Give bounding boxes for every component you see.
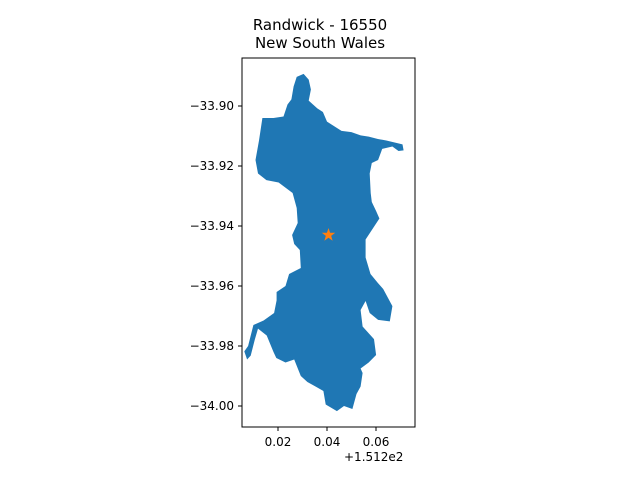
axes-frame bbox=[241, 57, 416, 428]
randwick-region bbox=[244, 73, 404, 412]
y-tick-label: −33.92 bbox=[190, 159, 234, 173]
star-icon bbox=[321, 228, 336, 241]
x-tick-label: 0.02 bbox=[265, 435, 292, 449]
x-tick-label: 0.06 bbox=[363, 435, 390, 449]
chart-title-line-1: Randwick - 16550 bbox=[252, 16, 388, 34]
y-tick-label: −34.00 bbox=[190, 399, 234, 413]
region-layer bbox=[244, 73, 404, 412]
y-tick-label: −33.96 bbox=[190, 279, 234, 293]
chart-title-line-2: New South Wales bbox=[254, 34, 386, 52]
x-tick-label: 0.04 bbox=[314, 435, 341, 449]
x-axis-offset-label: +1.512e2 bbox=[344, 450, 404, 464]
marker-layer bbox=[321, 228, 336, 241]
y-tick-label: −33.98 bbox=[190, 339, 234, 353]
y-tick-label: −33.90 bbox=[190, 99, 234, 113]
y-tick-label: −33.94 bbox=[190, 219, 234, 233]
